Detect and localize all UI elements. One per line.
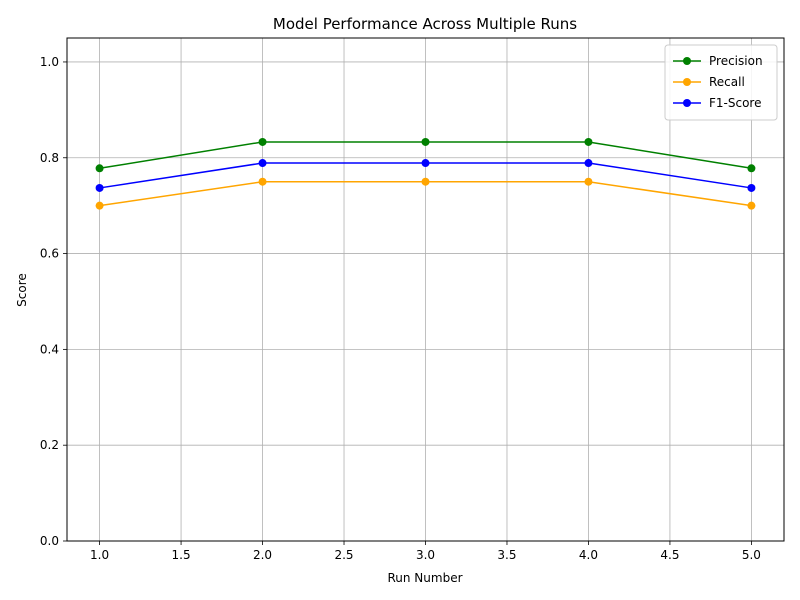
y-tick-label: 0.4 [40,342,59,356]
legend-box [664,44,778,121]
data-point-recall [95,201,104,210]
grid [67,38,784,542]
x-tick-label: 2.5 [334,548,353,562]
legend-item-f1-score: F1-Score [673,96,761,110]
series-precision [95,137,756,173]
y-tick-label: 0.6 [40,247,59,261]
y-axis-ticks: 0.0 0.2 0.4 0.6 0.8 1.0 [40,55,67,548]
x-tick-label: 1.0 [90,548,109,562]
y-tick-label: 1.0 [40,55,59,69]
data-point-f1-score [95,183,104,192]
data-point-f1-score [584,159,593,168]
legend-item-precision: Precision [673,54,763,68]
x-tick-label: 4.5 [660,548,679,562]
x-axis-label: Run Number [387,571,462,585]
y-tick-label: 0.0 [40,534,59,548]
data-point-precision [747,164,756,173]
data-point-f1-score [421,159,430,168]
series-f1-score [95,159,756,192]
x-tick-label: 3.0 [416,548,435,562]
data-point-recall [258,177,267,186]
data-point-f1-score [258,159,267,168]
chart-title: Model Performance Across Multiple Runs [273,15,577,33]
x-axis-ticks: 1.0 1.5 2.0 2.5 3.0 3.5 4.0 4.5 5.0 [90,541,761,562]
data-point-recall [584,177,593,186]
y-tick-label: 0.8 [40,151,59,165]
data-point-precision [95,164,104,173]
legend-item-recall: Recall [673,75,745,89]
data-point-recall [747,201,756,210]
legend-swatch-marker [683,78,691,86]
legend-label: Recall [709,75,745,89]
data-point-precision [421,137,430,146]
data-point-recall [421,177,430,186]
series-recall [95,177,756,210]
x-tick-label: 2.0 [253,548,272,562]
legend-label: Precision [709,54,763,68]
data-point-f1-score [747,183,756,192]
data-point-precision [258,137,267,146]
x-tick-label: 1.5 [172,548,191,562]
y-axis-label: Score [15,273,29,307]
legend-swatch-marker [683,99,691,107]
x-tick-label: 4.0 [579,548,598,562]
legend: Precision Recall F1-Score [664,44,778,121]
x-tick-label: 3.5 [497,548,516,562]
legend-label: F1-Score [709,96,761,110]
series-layer [95,137,756,210]
x-tick-label: 5.0 [742,548,761,562]
legend-swatch-marker [683,57,691,65]
data-point-precision [584,137,593,146]
y-tick-label: 0.2 [40,438,59,452]
